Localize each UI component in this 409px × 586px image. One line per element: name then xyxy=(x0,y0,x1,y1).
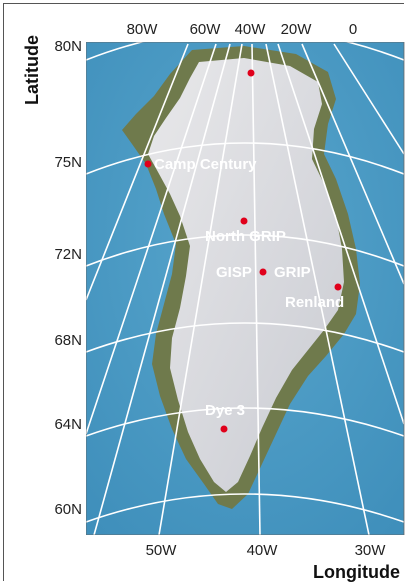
latitude-label-64n: 64N xyxy=(54,416,82,433)
latitude-label-75n: 75N xyxy=(54,154,82,171)
meridian-70w xyxy=(85,43,217,435)
longitude-label-60w: 60W xyxy=(190,21,222,38)
site-label-grip: GRIP xyxy=(274,264,311,281)
longitude-label-0: 0 xyxy=(349,21,357,38)
latitude-line-68n xyxy=(85,322,405,353)
meridian-40w xyxy=(251,43,261,536)
latitude-line-60n xyxy=(85,493,405,523)
bottom-longitude-labels: 50W 40W 30W xyxy=(146,542,387,559)
latitude-label-72n: 72N xyxy=(54,246,82,263)
greenland-ice xyxy=(148,58,344,492)
longitude-label-80w: 80W xyxy=(127,21,159,38)
longitude-label-40w: 40W xyxy=(235,21,267,38)
site-marker-north-tip xyxy=(247,69,255,77)
map-frame: 80W 60W 40W 20W 0 80N 75N 72N 68N 64N 60… xyxy=(3,3,405,582)
site-marker-north-grip xyxy=(240,217,248,225)
latitude-line-64n xyxy=(85,407,405,437)
top-longitude-labels: 80W 60W 40W 20W 0 xyxy=(127,21,358,38)
longitude-label-20w: 20W xyxy=(281,21,313,38)
site-marker-camp-century xyxy=(144,160,152,168)
latitude-line-75n xyxy=(85,142,405,175)
site-labels: Camp Century North GRIP GISP GRIP Renlan… xyxy=(154,156,344,419)
meridian-20w xyxy=(277,43,405,425)
bottom-longitude-label-40w: 40W xyxy=(247,542,279,559)
bottom-longitude-label-30w: 30W xyxy=(355,542,387,559)
meridian-0 xyxy=(333,43,405,155)
latitude-line-72n xyxy=(85,234,405,267)
latitude-labels: 80N 75N 72N 68N 64N 60N xyxy=(54,38,82,518)
site-label-dye-3: Dye 3 xyxy=(205,402,245,419)
site-label-gisp: GISP xyxy=(216,264,252,281)
longitude-grid xyxy=(85,43,405,565)
site-label-north-grip: North GRIP xyxy=(205,228,286,245)
site-marker-gisp-grip xyxy=(259,268,267,276)
site-marker-renland xyxy=(334,283,342,291)
map-svg: 80W 60W 40W 20W 0 80N 75N 72N 68N 64N 60… xyxy=(4,4,405,582)
site-markers xyxy=(144,69,342,433)
site-label-camp-century: Camp Century xyxy=(154,156,257,173)
latitude-label-68n: 68N xyxy=(54,332,82,349)
axis-title-longitude: Longitude xyxy=(313,562,400,582)
axis-title-latitude: Latitude xyxy=(22,35,42,105)
bottom-longitude-label-50w: 50W xyxy=(146,542,178,559)
meridian-50w xyxy=(158,43,243,536)
meridian-60w xyxy=(85,43,231,565)
site-marker-dye-3 xyxy=(220,425,228,433)
site-label-renland: Renland xyxy=(285,294,344,311)
latitude-label-60n: 60N xyxy=(54,501,82,518)
meridian-30w xyxy=(265,43,370,536)
meridian-80w xyxy=(85,43,189,301)
latitude-label-80n: 80N xyxy=(54,38,82,55)
meridian-10w xyxy=(301,43,405,285)
